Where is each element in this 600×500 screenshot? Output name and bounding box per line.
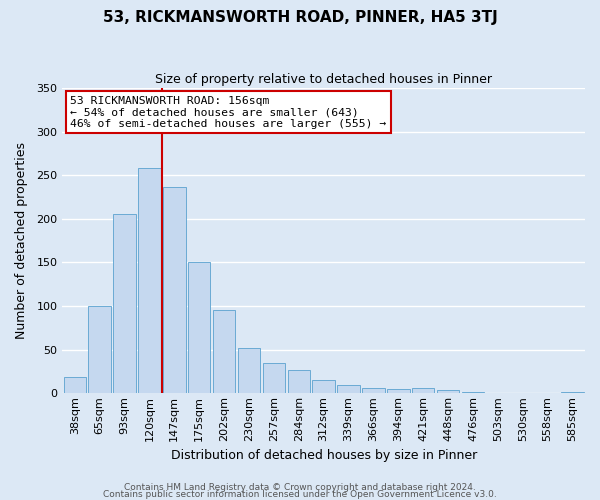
Bar [188,262,211,394]
Bar [462,392,484,394]
Bar [163,186,185,394]
Bar [412,388,434,394]
Bar [88,306,111,394]
Bar [562,392,584,394]
Bar [213,310,235,394]
Text: 53, RICKMANSWORTH ROAD, PINNER, HA5 3TJ: 53, RICKMANSWORTH ROAD, PINNER, HA5 3TJ [103,10,497,25]
Y-axis label: Number of detached properties: Number of detached properties [15,142,28,339]
X-axis label: Distribution of detached houses by size in Pinner: Distribution of detached houses by size … [170,450,477,462]
Bar [238,348,260,394]
Bar [64,376,86,394]
Title: Size of property relative to detached houses in Pinner: Size of property relative to detached ho… [155,72,492,86]
Bar [138,168,161,394]
Bar [313,380,335,394]
Bar [362,388,385,394]
Bar [287,370,310,394]
Bar [387,389,410,394]
Text: 53 RICKMANSWORTH ROAD: 156sqm
← 54% of detached houses are smaller (643)
46% of : 53 RICKMANSWORTH ROAD: 156sqm ← 54% of d… [70,96,386,129]
Bar [437,390,460,394]
Bar [113,214,136,394]
Text: Contains public sector information licensed under the Open Government Licence v3: Contains public sector information licen… [103,490,497,499]
Bar [263,362,285,394]
Bar [337,386,360,394]
Text: Contains HM Land Registry data © Crown copyright and database right 2024.: Contains HM Land Registry data © Crown c… [124,484,476,492]
